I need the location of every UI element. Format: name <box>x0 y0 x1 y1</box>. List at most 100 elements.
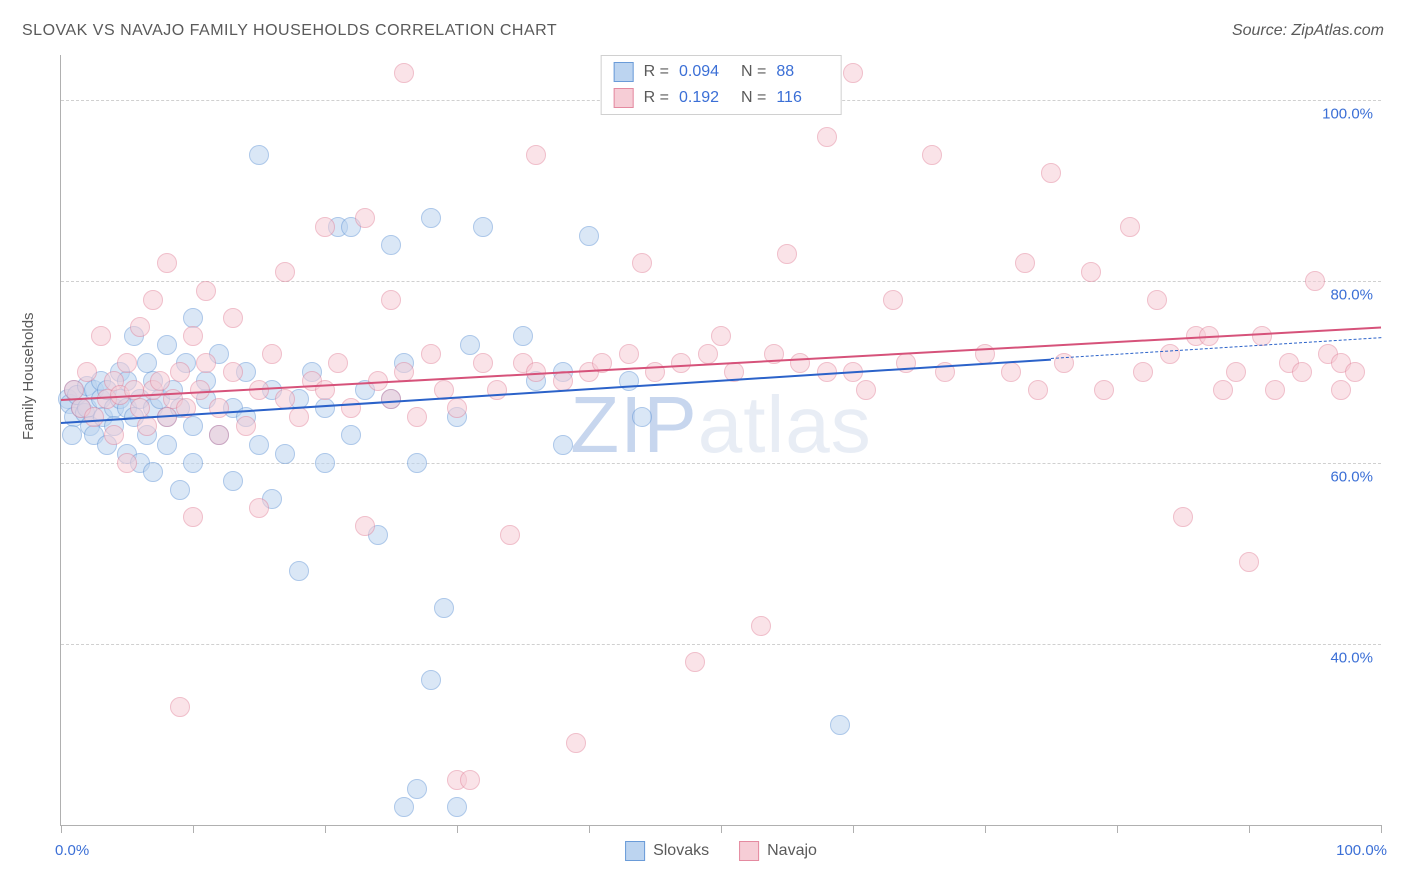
point-navajo <box>1001 362 1021 382</box>
series-legend: Slovaks Navajo <box>625 841 817 861</box>
swatch-navajo <box>614 88 634 108</box>
point-slovaks <box>579 226 599 246</box>
point-navajo <box>500 525 520 545</box>
point-slovaks <box>394 797 414 817</box>
legend-r-value-slovaks: 0.094 <box>679 60 731 84</box>
point-navajo <box>1133 362 1153 382</box>
gridline <box>61 281 1381 282</box>
point-navajo <box>275 262 295 282</box>
y-tick-label: 100.0% <box>1322 106 1373 123</box>
point-navajo <box>460 770 480 790</box>
point-slovaks <box>421 670 441 690</box>
x-axis-min-label: 0.0% <box>55 842 89 859</box>
point-navajo <box>473 353 493 373</box>
point-slovaks <box>249 145 269 165</box>
point-slovaks <box>137 353 157 373</box>
point-navajo <box>137 416 157 436</box>
point-navajo <box>104 425 124 445</box>
point-slovaks <box>249 435 269 455</box>
point-navajo <box>170 362 190 382</box>
point-navajo <box>183 507 203 527</box>
point-navajo <box>143 290 163 310</box>
gridline <box>61 463 1381 464</box>
y-tick-label: 60.0% <box>1330 468 1373 485</box>
point-navajo <box>1292 362 1312 382</box>
point-navajo <box>447 398 467 418</box>
point-slovaks <box>157 335 177 355</box>
swatch-slovaks <box>614 62 634 82</box>
x-tick <box>589 825 590 833</box>
point-navajo <box>1239 552 1259 572</box>
point-slovaks <box>513 326 533 346</box>
point-navajo <box>315 217 335 237</box>
legend-r-label: R = <box>644 60 669 84</box>
x-tick <box>853 825 854 833</box>
point-slovaks <box>407 779 427 799</box>
point-navajo <box>183 326 203 346</box>
legend-row-navajo: R = 0.192 N = 116 <box>614 86 829 110</box>
x-tick <box>325 825 326 833</box>
point-navajo <box>1015 253 1035 273</box>
point-navajo <box>355 208 375 228</box>
x-tick <box>61 825 62 833</box>
point-navajo <box>1213 380 1233 400</box>
point-navajo <box>130 398 150 418</box>
point-navajo <box>1305 271 1325 291</box>
point-navajo <box>209 425 229 445</box>
point-navajo <box>1173 507 1193 527</box>
point-navajo <box>619 344 639 364</box>
legend-n-label: N = <box>741 60 766 84</box>
plot-area: ZIPatlas R = 0.094 N = 88 R = 0.192 N = … <box>60 55 1381 826</box>
chart-title: SLOVAK VS NAVAJO FAMILY HOUSEHOLDS CORRE… <box>22 22 557 40</box>
point-slovaks <box>460 335 480 355</box>
legend-r-value-navajo: 0.192 <box>679 86 731 110</box>
point-navajo <box>632 253 652 273</box>
point-slovaks <box>830 715 850 735</box>
point-slovaks <box>183 453 203 473</box>
point-navajo <box>157 253 177 273</box>
point-navajo <box>1160 344 1180 364</box>
point-slovaks <box>632 407 652 427</box>
point-navajo <box>170 697 190 717</box>
point-navajo <box>1331 380 1351 400</box>
point-navajo <box>1265 380 1285 400</box>
gridline <box>61 644 1381 645</box>
point-slovaks <box>275 444 295 464</box>
point-navajo <box>394 63 414 83</box>
legend-row-slovaks: R = 0.094 N = 88 <box>614 60 829 84</box>
point-slovaks <box>421 208 441 228</box>
point-slovaks <box>170 480 190 500</box>
legend-label-slovaks: Slovaks <box>653 842 709 860</box>
point-navajo <box>553 371 573 391</box>
point-navajo <box>223 308 243 328</box>
point-slovaks <box>619 371 639 391</box>
point-navajo <box>856 380 876 400</box>
point-slovaks <box>341 425 361 445</box>
point-navajo <box>328 353 348 373</box>
point-navajo <box>922 145 942 165</box>
point-navajo <box>381 290 401 310</box>
point-navajo <box>671 353 691 373</box>
legend-n-value-navajo: 116 <box>776 86 828 110</box>
point-slovaks <box>143 462 163 482</box>
point-navajo <box>711 326 731 346</box>
point-navajo <box>685 652 705 672</box>
point-slovaks <box>553 435 573 455</box>
x-tick <box>457 825 458 833</box>
point-slovaks <box>183 416 203 436</box>
point-navajo <box>1094 380 1114 400</box>
point-navajo <box>77 362 97 382</box>
point-navajo <box>1252 326 1272 346</box>
legend-item-navajo: Navajo <box>739 841 817 861</box>
point-navajo <box>817 127 837 147</box>
point-navajo <box>1345 362 1365 382</box>
point-navajo <box>790 353 810 373</box>
legend-n-label: N = <box>741 86 766 110</box>
point-navajo <box>843 63 863 83</box>
correlation-legend: R = 0.094 N = 88 R = 0.192 N = 116 <box>601 55 842 115</box>
point-slovaks <box>157 435 177 455</box>
point-navajo <box>407 407 427 427</box>
x-tick <box>1381 825 1382 833</box>
point-navajo <box>751 616 771 636</box>
point-navajo <box>1147 290 1167 310</box>
